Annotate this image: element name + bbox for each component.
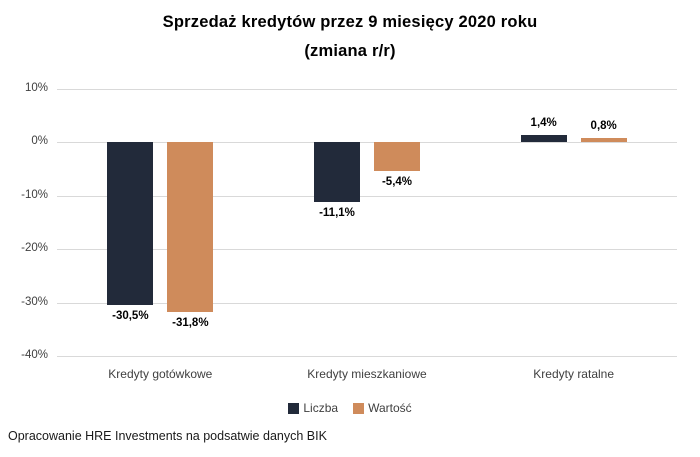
legend-label-liczba: Liczba xyxy=(303,401,339,415)
bar-wartosc-kredyty-ratalne[interactable] xyxy=(580,138,627,143)
chart-title: Sprzedaż kredytów przez 9 miesięcy 2020 … xyxy=(0,8,700,66)
bar-liczba-kredyty-mieszkaniowe[interactable] xyxy=(314,142,360,202)
gridline xyxy=(57,89,677,90)
bar-liczba-kredyty-ratalne[interactable] xyxy=(520,134,567,143)
category-label-kredyty-ratalne: Kredyty ratalne xyxy=(533,367,615,381)
gridline xyxy=(57,195,677,197)
category-label-kredyty-gotowkowe: Kredyty gotówkowe xyxy=(108,367,213,381)
chart-title-line1: Sprzedaż kredytów przez 9 miesięcy 2020 … xyxy=(162,13,538,31)
bar-wartosc-kredyty-mieszkaniowe[interactable] xyxy=(374,142,420,172)
gridline xyxy=(57,249,677,251)
y-axis-tick-label: -20% xyxy=(21,242,48,255)
gridline xyxy=(57,302,677,304)
legend-swatch-wartosc xyxy=(353,402,365,414)
bar-liczba-kredyty-gotowkowe[interactable] xyxy=(107,142,154,306)
data-label: -30,5% xyxy=(112,310,149,323)
legend: Liczba Wartość xyxy=(0,401,700,415)
y-axis-tick-label: -10% xyxy=(21,188,48,201)
gridline xyxy=(57,356,677,357)
data-label: -11,1% xyxy=(319,206,355,219)
gridline xyxy=(57,142,677,144)
y-axis-tick-label: -30% xyxy=(21,295,48,308)
data-label: -31,8% xyxy=(172,317,209,330)
y-axis-tick-label: 0% xyxy=(31,135,48,148)
source-note: Opracowanie HRE Investments na podsatwie… xyxy=(8,429,327,443)
data-label: 0,8% xyxy=(590,120,617,133)
legend-item-wartosc[interactable]: Wartość xyxy=(353,401,412,415)
y-axis-tick-label: 10% xyxy=(24,82,48,94)
bar-wartosc-kredyty-gotowkowe[interactable] xyxy=(167,142,214,313)
chart-title-line2: (zmiana r/r) xyxy=(304,42,396,60)
category-label-kredyty-mieszkaniowe: Kredyty mieszkaniowe xyxy=(307,367,427,381)
y-axis-tick-label: -40% xyxy=(21,349,48,361)
legend-swatch-liczba xyxy=(288,402,300,414)
data-label: -5,4% xyxy=(381,176,413,189)
data-label: 1,4% xyxy=(530,116,557,129)
legend-label-wartosc: Wartość xyxy=(368,401,412,415)
legend-item-liczba[interactable]: Liczba xyxy=(288,401,338,415)
